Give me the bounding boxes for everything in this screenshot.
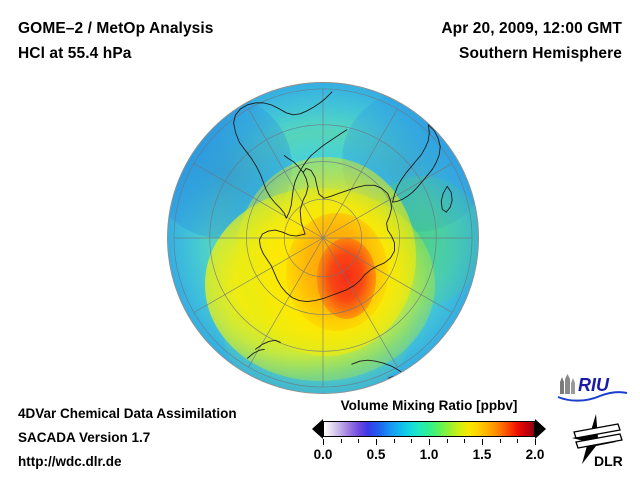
riu-logo: RIU bbox=[557, 374, 628, 402]
data-centre-url[interactable]: http://wdc.dlr.de bbox=[18, 454, 122, 469]
header-left: GOME–2 / MetOp Analysis HCl at 55.4 hPa bbox=[18, 16, 214, 66]
dlr-logo: DLR bbox=[572, 414, 623, 469]
colorbar-extend-high-arrow-icon bbox=[535, 418, 546, 439]
dlr-mark-icon bbox=[572, 414, 623, 464]
colorbar-major-tick bbox=[376, 439, 377, 445]
colorbar-gradient bbox=[323, 420, 535, 437]
colorbar-tick-label: 2.0 bbox=[525, 447, 545, 462]
colorbar-row bbox=[312, 418, 546, 439]
colorbar-minor-tick bbox=[358, 439, 360, 443]
colorbar-minor-tick bbox=[464, 439, 466, 443]
colorbar-minor-tick bbox=[411, 439, 413, 443]
footer-left: 4DVar Chemical Data Assimilation SACADA … bbox=[18, 402, 237, 474]
globe-disc bbox=[167, 82, 479, 394]
colorbar-tick-label: 0.5 bbox=[366, 447, 386, 462]
coastlines bbox=[233, 91, 453, 384]
species-level-label: HCl at 55.4 hPa bbox=[18, 45, 132, 62]
colorbar: Volume Mixing Ratio [ppbv] 0.0 0.5 1.0 1.5 2… bbox=[312, 398, 546, 465]
colorbar-tick-label: 1.0 bbox=[419, 447, 439, 462]
riu-logo-text: RIU bbox=[578, 375, 610, 395]
colorbar-minor-tick bbox=[446, 439, 448, 443]
colorbar-minor-tick bbox=[340, 439, 342, 443]
colorbar-major-tick bbox=[535, 439, 536, 445]
colorbar-major-tick bbox=[482, 439, 483, 445]
colorbar-minor-tick bbox=[393, 439, 395, 443]
colorbar-major-tick bbox=[323, 439, 324, 445]
globe-map bbox=[167, 82, 479, 394]
timestamp-label: Apr 20, 2009, 12:00 GMT bbox=[441, 20, 622, 37]
riu-towers-icon bbox=[560, 374, 575, 394]
colorbar-minor-tick bbox=[517, 439, 519, 443]
version-label: SACADA Version 1.7 bbox=[18, 430, 151, 445]
colorbar-tick-label: 1.5 bbox=[472, 447, 492, 462]
method-label: 4DVar Chemical Data Assimilation bbox=[18, 406, 237, 421]
colorbar-extend-low-arrow-icon bbox=[312, 418, 323, 439]
colorbar-tick-label: 0.0 bbox=[313, 447, 333, 462]
analysis-title: GOME–2 / MetOp Analysis bbox=[18, 20, 214, 37]
dlr-logo-text: DLR bbox=[594, 453, 623, 469]
colorbar-minor-tick bbox=[499, 439, 501, 443]
graticule bbox=[173, 88, 473, 388]
colorbar-title: Volume Mixing Ratio [ppbv] bbox=[340, 398, 518, 413]
hemisphere-label: Southern Hemisphere bbox=[459, 45, 622, 62]
riu-swoosh-icon bbox=[557, 391, 628, 402]
header-right: Apr 20, 2009, 12:00 GMT Southern Hemisph… bbox=[441, 16, 622, 66]
colorbar-tick-labels: 0.0 0.5 1.0 1.5 2.0 bbox=[314, 447, 545, 465]
colorbar-ticks bbox=[323, 439, 536, 445]
colorbar-major-tick bbox=[429, 439, 430, 445]
